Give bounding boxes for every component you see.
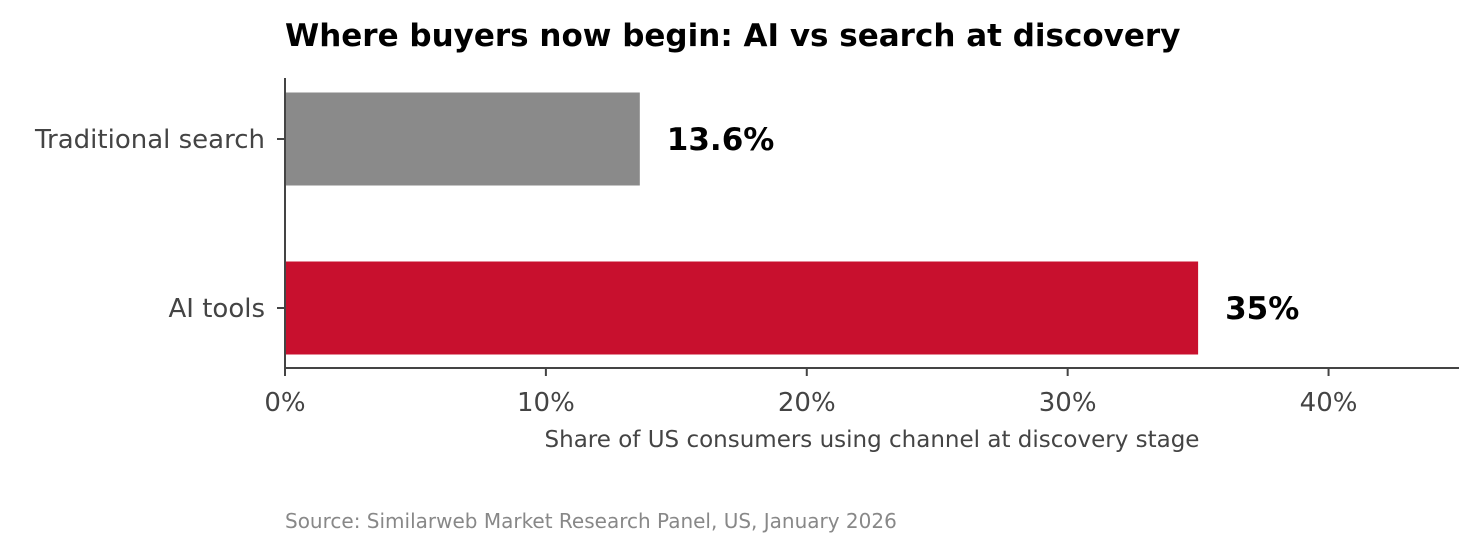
data-label: 35% <box>1225 291 1299 327</box>
x-tick-label: 10% <box>517 388 575 418</box>
data-labels: 13.6% 35% <box>667 122 1300 327</box>
category-label: Traditional search <box>34 125 265 155</box>
bar-group <box>285 92 1199 355</box>
chart-title: Where buyers now begin: AI vs search at … <box>285 18 1180 54</box>
x-tick-label: 30% <box>1039 388 1097 418</box>
x-tick-label: 20% <box>778 388 836 418</box>
x-tick-label: 40% <box>1300 388 1358 418</box>
source-note: Source: Similarweb Market Research Panel… <box>285 509 897 533</box>
bar-traditional-search <box>285 92 640 186</box>
category-labels: Traditional search AI tools <box>34 125 285 324</box>
data-label: 13.6% <box>667 122 775 158</box>
bar-ai-tools <box>285 261 1199 355</box>
x-axis-ticks: 0% 10% 20% 30% 40% <box>264 368 1357 418</box>
category-label: AI tools <box>169 294 266 324</box>
x-axis-label: Share of US consumers using channel at d… <box>545 427 1200 453</box>
x-tick-label: 0% <box>264 388 305 418</box>
